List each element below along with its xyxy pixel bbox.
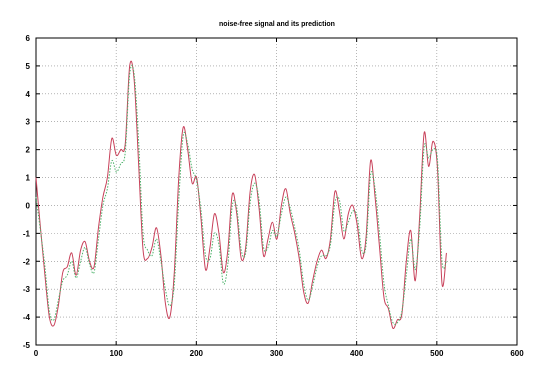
x-tick-label: 0 (34, 349, 39, 358)
y-tick-label: -1 (23, 229, 31, 238)
y-tick-label: -4 (23, 313, 31, 322)
axes (35, 37, 518, 346)
y-tick-label: -2 (23, 257, 31, 266)
series-line-prediction (35, 64, 447, 325)
y-tick-label: -5 (23, 341, 31, 350)
y-tick-label: 5 (26, 62, 31, 71)
chart-title: noise-free signal and its prediction (219, 21, 335, 28)
x-tick-label: 100 (109, 349, 123, 358)
x-tick-label: 500 (430, 349, 444, 358)
x-tick-label: 200 (190, 349, 204, 358)
y-tick-label: 3 (26, 118, 31, 127)
grid (36, 38, 517, 345)
y-tick-label: 6 (26, 34, 31, 43)
x-tick-label: 300 (270, 349, 284, 358)
y-tick-label: 4 (26, 90, 31, 99)
series-group (35, 60, 447, 330)
tick-labels: -5 -4 -3 -2 -1 0 1 2 3 4 5 6 0 100 200 300 400 500 600 (23, 34, 524, 358)
x-tick-label: 600 (510, 349, 524, 358)
y-tick-label: 1 (26, 174, 31, 183)
y-tick-label: 0 (26, 201, 31, 210)
y-tick-label: -3 (23, 285, 31, 294)
series-line-signal (35, 60, 447, 330)
y-tick-label: 2 (26, 146, 31, 155)
x-tick-label: 400 (350, 349, 364, 358)
